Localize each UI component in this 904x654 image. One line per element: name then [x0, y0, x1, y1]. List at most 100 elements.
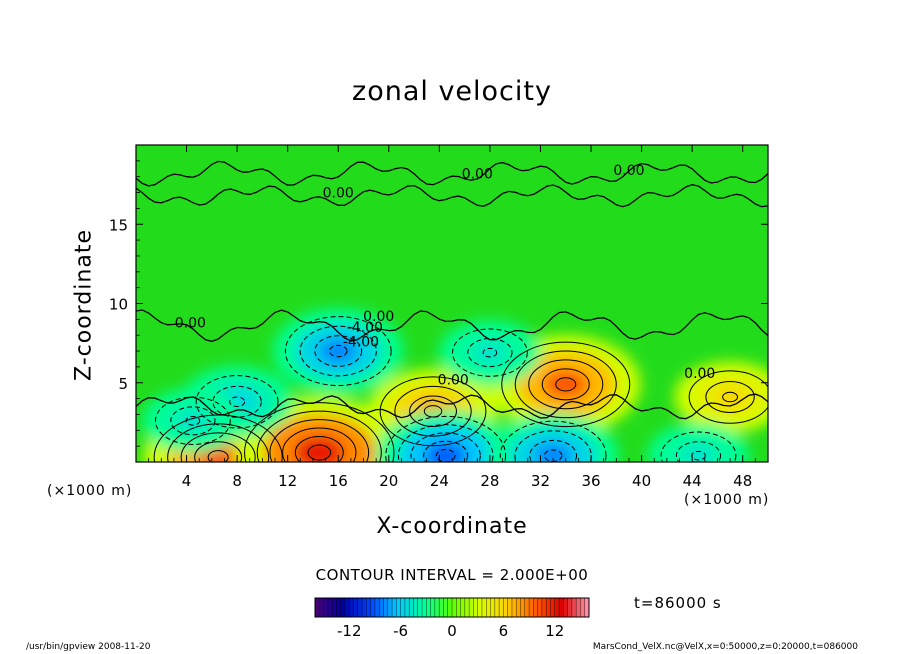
contour-line: [529, 439, 578, 462]
contour-label: 0.00: [438, 372, 469, 388]
contour-label: 0.00: [684, 366, 715, 382]
contour-line: [514, 350, 617, 419]
contour-line: [482, 347, 498, 358]
colorbar-cell: [374, 598, 380, 617]
contour-line: [284, 316, 392, 386]
contour-line: [423, 440, 469, 462]
time-label: t=86000 s: [634, 594, 722, 612]
colorbar-cell: [443, 598, 449, 617]
contour-line: [379, 376, 487, 447]
contour-line: [314, 335, 363, 367]
contour-label: 0.00: [175, 315, 206, 331]
x-tick-label: 4: [182, 472, 192, 490]
contour-label: 0.00: [613, 163, 644, 179]
contour-line: [660, 431, 737, 462]
colorbar-cell: [494, 598, 500, 617]
colorbar-cell: [464, 598, 470, 617]
x-tick-label: 28: [480, 472, 499, 490]
y-tick-label: 5: [118, 375, 128, 393]
colorbar-cell: [520, 598, 526, 617]
colorbar-cell: [563, 598, 568, 617]
colorbar-cell: [340, 598, 346, 617]
colorbar-cell: [383, 598, 389, 617]
contour-line: [501, 341, 631, 428]
colorbar-cell: [541, 598, 547, 617]
colorbar-tick-label: 0: [447, 622, 457, 640]
colorbar-cell: [349, 598, 354, 617]
x-unit-label-left: (×1000 m): [47, 483, 133, 499]
contour-line: [229, 396, 246, 408]
colorbar-cell: [507, 598, 513, 617]
colorbar-cell: [576, 598, 581, 617]
colorbar-cell: [413, 598, 419, 617]
x-tick-label: 8: [232, 472, 242, 490]
colorbar-cell: [584, 598, 590, 617]
x-axis-label: X-coordinate: [376, 514, 528, 539]
contour-line: [269, 419, 370, 462]
colorbar-cell: [452, 598, 457, 617]
colorbar-cell: [537, 598, 543, 617]
colorbar-cell: [332, 598, 337, 617]
x-tick-label: 16: [329, 472, 348, 490]
colorbar-cell: [362, 598, 367, 617]
colorbar-cell: [315, 598, 320, 617]
colorbar-cell: [400, 598, 406, 617]
colorbar-cell: [392, 598, 397, 617]
zero-contour-line: [136, 184, 768, 208]
contour-line: [705, 381, 755, 413]
contour-line: [185, 415, 201, 426]
colorbar-cell: [550, 598, 556, 617]
contour-line: [675, 441, 722, 462]
contour-label: 0.00: [323, 185, 354, 201]
contour-line: [452, 328, 528, 377]
colorbar-cell: [409, 598, 414, 617]
colorbar-tick-label: 6: [499, 622, 509, 640]
colorbar-cell: [379, 598, 384, 617]
contour-line: [394, 385, 472, 437]
contour-line: [397, 424, 494, 462]
colorbar-cell: [327, 598, 333, 617]
colorbar-cell: [336, 598, 341, 617]
colorbar-cell: [344, 598, 350, 617]
contour-line: [329, 344, 348, 358]
contour-line: [167, 423, 270, 462]
x-tick-label: 44: [683, 472, 702, 490]
colorbar-cell: [473, 598, 478, 617]
colorbar-cell: [319, 598, 324, 617]
colorbar-cell: [571, 598, 577, 617]
contour-interval-label: CONTOUR INTERVAL = 2.000E+00: [315, 566, 589, 584]
colorbar-cell: [370, 598, 376, 617]
colorbar-cell: [366, 598, 371, 617]
colorbar-tick-label: 12: [545, 622, 564, 640]
colorbar-cell: [490, 598, 496, 617]
colorbar-cell: [486, 598, 491, 617]
colorbar-cell: [396, 598, 401, 617]
contour-line: [423, 405, 443, 418]
colorbar-cell: [469, 598, 474, 617]
colorbar-cell: [516, 598, 521, 617]
contour-line: [409, 395, 457, 428]
x-tick-label: 12: [278, 472, 297, 490]
contour-line: [688, 370, 768, 424]
contour-line: [294, 436, 344, 462]
colorbar-cell: [422, 598, 427, 617]
contour-line: [256, 410, 382, 462]
colorbar-cell: [559, 598, 564, 617]
colorbar-cell: [323, 598, 329, 617]
colorbar-cell: [529, 598, 534, 617]
zero-contour-line: [136, 309, 768, 343]
colorbar-cell: [499, 598, 504, 617]
colorbar-cell: [524, 598, 530, 617]
colorbar-tick-label: -12: [337, 622, 362, 640]
zero-contour-line: [136, 160, 768, 187]
zero-contour-line: [136, 393, 768, 420]
colorbar-frame: [314, 597, 590, 618]
colorbar-cell: [511, 598, 517, 617]
contour-line: [541, 368, 590, 401]
colorbar-cell: [503, 598, 508, 617]
x-tick-label: 32: [531, 472, 550, 490]
y-axis-label: Z-coordinate: [71, 229, 97, 381]
colorbar-cell: [430, 598, 436, 617]
colorbar-cell: [447, 598, 453, 617]
